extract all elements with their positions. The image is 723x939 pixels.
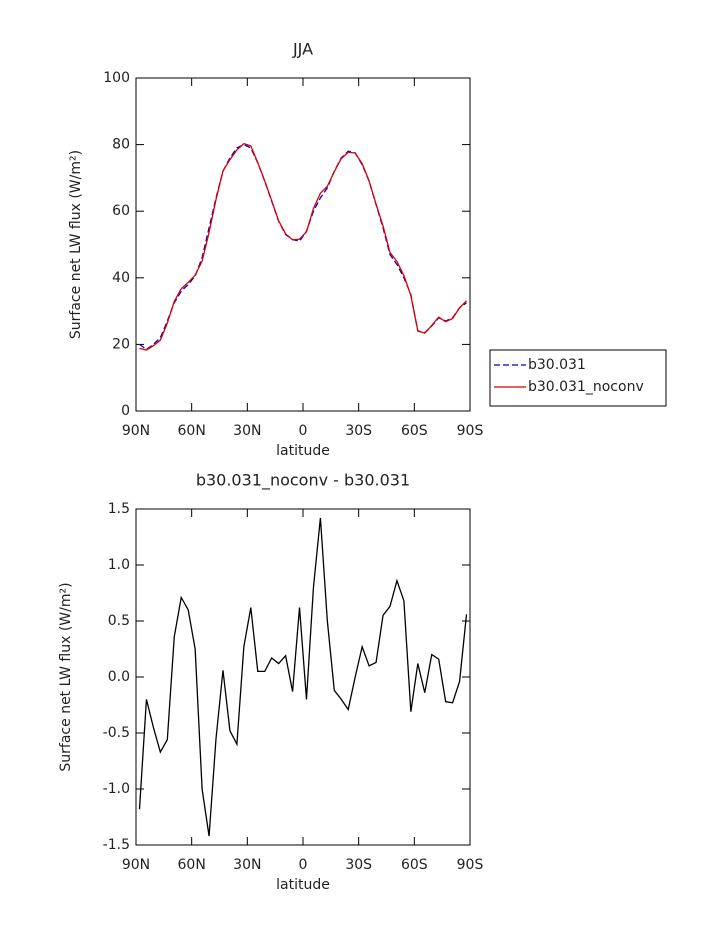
x-tick-label: 60N <box>178 423 206 439</box>
x-tick-label: 0 <box>299 857 308 873</box>
legend-box <box>489 349 667 407</box>
y-tick-label: 1.0 <box>108 557 130 573</box>
x-tick-label: 90S <box>457 423 484 439</box>
x-tick-label: 0 <box>299 423 308 439</box>
y-tick-label: 80 <box>112 137 130 153</box>
x-tick-label: 30S <box>345 857 372 873</box>
data-line <box>138 517 468 837</box>
legend-label: b30.031 <box>528 357 586 373</box>
chart-title: JJA <box>292 40 313 59</box>
y-tick-label: 0 <box>121 403 130 419</box>
y-tick-label: 100 <box>103 70 130 86</box>
y-axis-label: Surface net LW flux (W/m²) <box>58 582 74 771</box>
x-tick-label: 30S <box>345 423 372 439</box>
x-tick-label: 60S <box>401 857 428 873</box>
y-tick-label: 20 <box>112 336 130 352</box>
x-axis-label: latitude <box>276 443 330 459</box>
y-tick-label: -1.0 <box>103 781 130 797</box>
y-axis-label: Surface net LW flux (W/m²) <box>68 150 84 339</box>
y-tick-label: 1.5 <box>108 501 130 517</box>
chart-title: b30.031_noconv - b30.031 <box>196 471 410 491</box>
plot-frame <box>135 77 471 412</box>
y-tick-label: 0.5 <box>108 613 130 629</box>
y-tick-label: -1.5 <box>103 837 130 853</box>
data-line <box>139 143 467 351</box>
data-line <box>139 142 467 351</box>
x-tick-label: 90N <box>122 857 150 873</box>
y-tick-label: 0.0 <box>108 669 130 685</box>
x-tick-label: 60N <box>178 857 206 873</box>
x-tick-label: 90S <box>457 857 484 873</box>
x-tick-label: 90N <box>122 423 150 439</box>
plot-frame <box>135 508 471 846</box>
x-tick-label: 30N <box>233 857 261 873</box>
x-tick-label: 60S <box>401 423 428 439</box>
y-tick-label: -0.5 <box>103 725 130 741</box>
x-axis-label: latitude <box>276 877 330 893</box>
x-tick-label: 30N <box>233 423 261 439</box>
legend-label: b30.031_noconv <box>528 379 644 395</box>
y-tick-label: 60 <box>112 203 130 219</box>
y-tick-label: 40 <box>112 270 130 286</box>
